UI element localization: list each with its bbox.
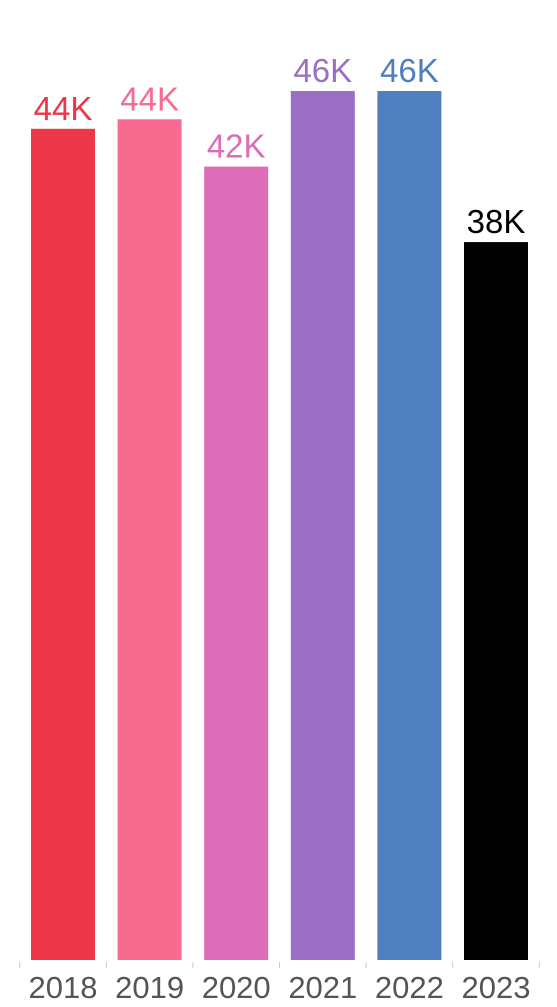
bar-2019 — [117, 119, 182, 961]
value-label-2020: 42K — [207, 128, 266, 165]
value-label-2019: 44K — [120, 80, 179, 117]
bar-2022 — [377, 91, 442, 960]
x-tick-label-2022: 2022 — [375, 970, 444, 1005]
x-tick-label-2018: 2018 — [29, 970, 98, 1005]
bar-2018 — [31, 128, 95, 961]
x-axis: 2018 2019 2020 2021 2022 2023 — [19, 962, 540, 1005]
value-label-2022: 46K — [380, 52, 439, 89]
value-label-2023: 38K — [467, 203, 526, 240]
x-tick-label-2019: 2019 — [115, 970, 184, 1005]
value-labels-layer: 44K 44K 42K 46K 46K 38K — [34, 52, 526, 240]
value-label-2018: 44K — [34, 90, 93, 127]
x-tick-label-2021: 2021 — [288, 970, 357, 1005]
x-tick-label-2023: 2023 — [462, 970, 531, 1005]
bar-2021 — [290, 91, 355, 960]
value-label-2021: 46K — [293, 52, 352, 89]
bar-2023 — [464, 242, 528, 961]
bars-layer — [31, 91, 528, 961]
bar-2020 — [204, 166, 269, 961]
x-tick-label-2020: 2020 — [202, 970, 271, 1005]
